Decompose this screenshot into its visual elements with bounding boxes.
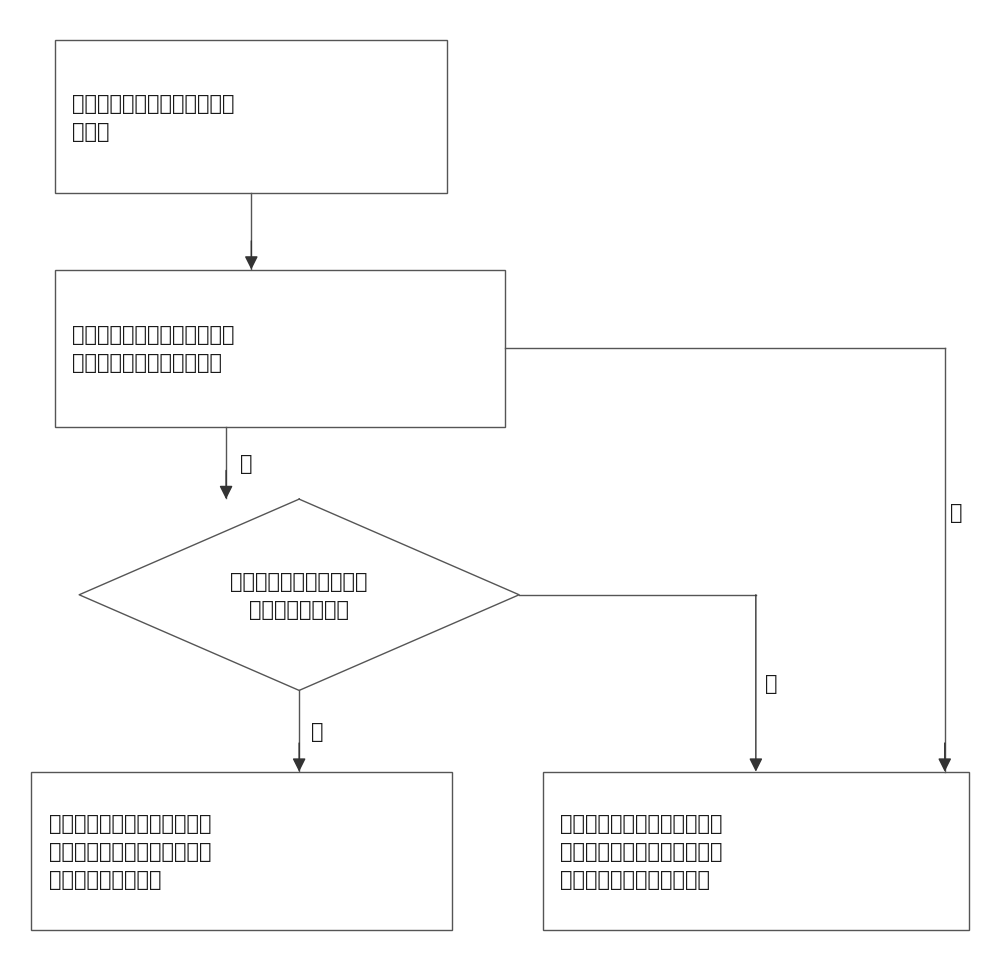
Bar — [55, 270, 505, 428]
Text: 否: 否 — [950, 503, 962, 523]
Text: 智能锁开启，生成智能锁已开
启的信息并通过移动通讯数据
反馈给所述移动终端: 智能锁开启，生成智能锁已开 启的信息并通过移动通讯数据 反馈给所述移动终端 — [49, 813, 211, 889]
Text: 是: 是 — [240, 454, 253, 474]
Text: 智能锁获取移动终端发送的开
锁指令: 智能锁获取移动终端发送的开 锁指令 — [72, 93, 235, 141]
Text: 智能锁不开启，生成智能锁未
开启的信息并通过所述移动通
讯数据反馈给所述移动终端: 智能锁不开启，生成智能锁未 开启的信息并通过所述移动通 讯数据反馈给所述移动终端 — [560, 813, 723, 889]
Text: 否: 否 — [765, 674, 778, 694]
Bar — [55, 41, 447, 194]
Text: 是: 是 — [311, 722, 323, 741]
Bar — [543, 772, 969, 929]
Text: 判断开锁指令与数据库中
预存数据是否匹配: 判断开锁指令与数据库中 预存数据是否匹配 — [230, 571, 368, 619]
Bar — [31, 772, 452, 929]
Text: 检测预设的数据库中是否存在
移动终端所发送的开锁指令: 检测预设的数据库中是否存在 移动终端所发送的开锁指令 — [72, 325, 235, 373]
Polygon shape — [79, 500, 519, 691]
